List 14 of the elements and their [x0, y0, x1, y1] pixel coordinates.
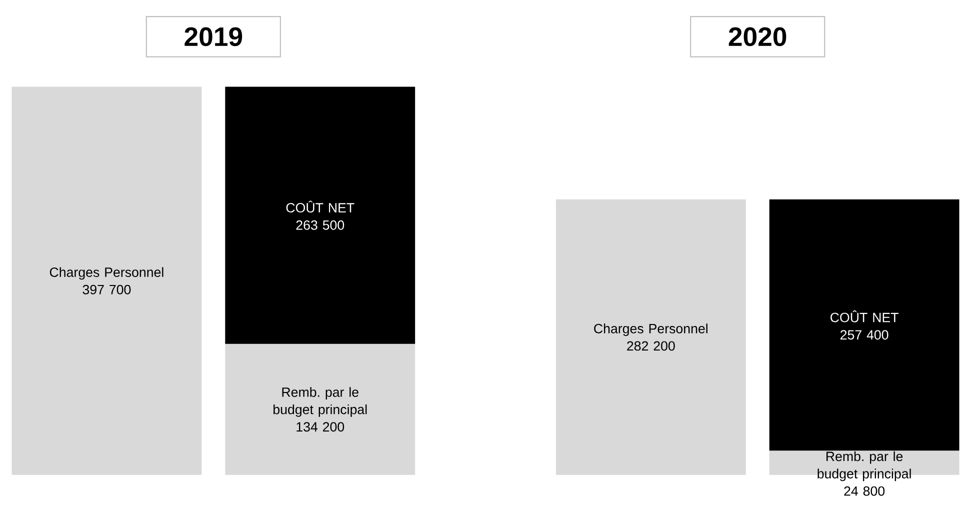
- data-label: 257 400: [840, 330, 888, 340]
- data-label: 263 500: [296, 220, 344, 230]
- data-label: 134 200: [296, 422, 344, 432]
- data-label: 24 800: [844, 486, 885, 496]
- series-label: Remb. par le budget principal: [818, 451, 911, 482]
- series-label: COÛT NET: [286, 200, 354, 212]
- series-label: Remb. par le budget principal: [274, 387, 367, 417]
- series-label: Charges Personnel: [50, 267, 164, 280]
- series-label: COÛT NET: [830, 310, 898, 322]
- chart-title: 2019: [184, 27, 242, 46]
- chart-title: 2020: [728, 27, 786, 46]
- data-label: 282 200: [627, 341, 675, 351]
- series-label: Charges Personnel: [594, 323, 708, 336]
- data-label: 397 700: [82, 284, 131, 294]
